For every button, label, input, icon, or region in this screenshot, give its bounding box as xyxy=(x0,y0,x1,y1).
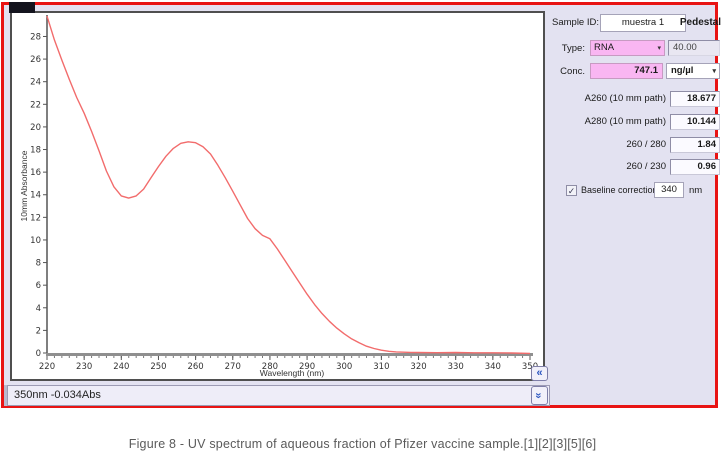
svg-text:20: 20 xyxy=(30,123,41,133)
sample-id-label: Sample ID: xyxy=(552,17,599,28)
double-left-chevron-icon: « xyxy=(536,367,543,379)
factor-field: 40.00 xyxy=(668,40,720,56)
svg-text:14: 14 xyxy=(30,191,41,201)
dropdown-arrow-icon: ▾ xyxy=(712,68,716,75)
svg-text:12: 12 xyxy=(30,213,41,223)
conc-value-field: 747.1 xyxy=(590,63,663,79)
svg-text:8: 8 xyxy=(36,259,41,269)
ratio-260-280-row: 260 / 280 1.84 xyxy=(550,137,721,155)
svg-text:340: 340 xyxy=(485,362,501,372)
svg-text:6: 6 xyxy=(36,281,41,291)
a280-value: 10.144 xyxy=(670,114,720,130)
sample-id-input[interactable]: muestra 1 xyxy=(600,14,686,32)
cursor-readout-text: 350nm -0.034Abs xyxy=(14,389,101,401)
conc-unit-value: ng/µl xyxy=(671,65,694,76)
sample-id-row: Sample ID: muestra 1 Pedestal xyxy=(550,14,721,32)
svg-text:22: 22 xyxy=(30,100,41,110)
conc-unit-dropdown[interactable]: ng/µl ▾ xyxy=(666,63,720,79)
pedestal-mode-label: Pedestal xyxy=(679,17,721,28)
svg-text:220: 220 xyxy=(39,362,55,372)
baseline-wavelength-input[interactable]: 340 xyxy=(654,182,684,198)
svg-text:28: 28 xyxy=(30,32,41,42)
svg-text:18: 18 xyxy=(30,146,41,156)
baseline-unit-label: nm xyxy=(689,185,703,196)
concentration-row: Conc. 747.1 ng/µl ▾ xyxy=(550,63,721,81)
ratio-260-230-row: 260 / 230 0.96 xyxy=(550,159,721,177)
svg-text:10: 10 xyxy=(30,236,41,246)
x-axis-label: Wavelength (nm) xyxy=(259,368,325,378)
svg-text:16: 16 xyxy=(30,168,41,178)
type-label: Type: xyxy=(561,43,585,54)
ratio-260-230-value: 0.96 xyxy=(670,159,720,175)
svg-text:2: 2 xyxy=(36,326,41,336)
a260-label: A260 (10 mm path) xyxy=(584,93,666,104)
svg-text:330: 330 xyxy=(448,362,464,372)
svg-text:320: 320 xyxy=(410,362,426,372)
svg-text:24: 24 xyxy=(30,78,41,88)
uv-spectrum-chart: 220 230 240 250 260 270 280 290 300 310 320 330 340 3… xyxy=(10,11,545,381)
type-row: Type: RNA ▾ 40.00 xyxy=(550,40,721,58)
scroll-down-button[interactable]: « xyxy=(531,386,548,405)
svg-text:310: 310 xyxy=(373,362,389,372)
type-value: RNA xyxy=(594,42,615,53)
y-axis-label: 10mm Absorbance xyxy=(19,150,29,222)
status-grip xyxy=(4,385,7,406)
dropdown-arrow-icon: ▾ xyxy=(657,45,661,52)
measurement-panel: Sample ID: muestra 1 Pedestal Type: RNA ▾… xyxy=(550,11,721,406)
a280-label: A280 (10 mm path) xyxy=(584,116,666,127)
spectrum-plot: 220 230 240 250 260 270 280 290 300 310 320 330 340 3… xyxy=(30,15,538,372)
a260-row: A260 (10 mm path) 18.677 xyxy=(550,91,721,109)
svg-text:290: 290 xyxy=(299,362,315,372)
ratio-260-280-label: 260 / 280 xyxy=(626,139,666,150)
type-dropdown[interactable]: RNA ▾ xyxy=(590,40,665,56)
svg-text:250: 250 xyxy=(150,362,166,372)
check-icon: ✓ xyxy=(567,186,576,196)
svg-text:300: 300 xyxy=(336,362,352,372)
baseline-row: ✓ Baseline correction 340 nm xyxy=(550,182,721,200)
a260-value: 18.677 xyxy=(670,91,720,107)
svg-text:4: 4 xyxy=(36,304,41,314)
window-titlebar-fragment xyxy=(9,2,35,13)
svg-text:0: 0 xyxy=(36,349,41,359)
ratio-260-280-value: 1.84 xyxy=(670,137,720,153)
svg-text:270: 270 xyxy=(225,362,241,372)
svg-text:260: 260 xyxy=(187,362,203,372)
cursor-readout-statusbar: 350nm -0.034Abs xyxy=(7,385,550,406)
baseline-correction-checkbox[interactable]: ✓ xyxy=(566,185,577,196)
figure-caption: Figure 8 - UV spectrum of aqueous fracti… xyxy=(128,437,597,451)
svg-text:240: 240 xyxy=(113,362,129,372)
conc-label: Conc. xyxy=(560,66,585,77)
double-down-chevron-icon: « xyxy=(533,392,545,399)
svg-text:26: 26 xyxy=(30,55,41,65)
collapse-panel-button[interactable]: « xyxy=(531,366,548,381)
a280-row: A280 (10 mm path) 10.144 xyxy=(550,114,721,132)
baseline-correction-label: Baseline correction xyxy=(581,185,658,195)
svg-text:350: 350 xyxy=(522,362,538,372)
spectrophotometer-window: 220 230 240 250 260 270 280 290 300 310 320 330 340 3… xyxy=(1,2,721,408)
svg-text:230: 230 xyxy=(76,362,92,372)
ratio-260-230-label: 260 / 230 xyxy=(626,161,666,172)
svg-text:280: 280 xyxy=(262,362,278,372)
